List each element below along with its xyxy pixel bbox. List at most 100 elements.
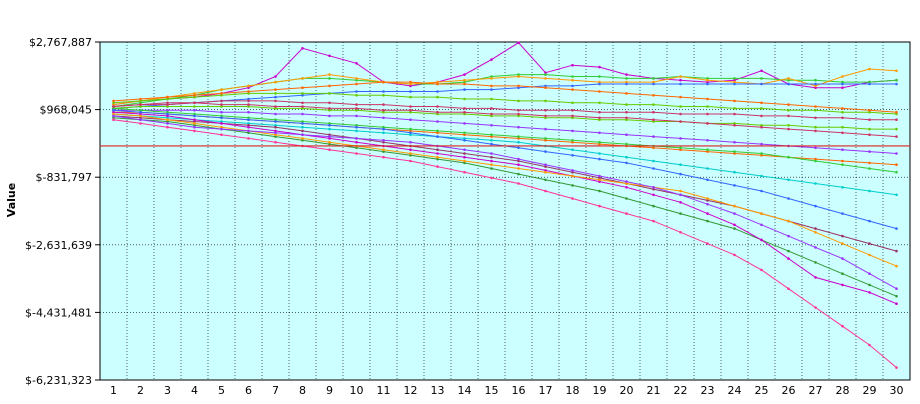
data-point — [220, 114, 223, 118]
data-point — [571, 78, 574, 82]
data-point — [328, 54, 331, 58]
data-point — [409, 133, 412, 136]
series-line — [112, 101, 898, 138]
data-point — [193, 124, 196, 127]
data-point — [868, 80, 871, 84]
series-line — [112, 114, 898, 291]
y-tick-label: $2,767,887 — [29, 36, 92, 49]
data-point — [382, 110, 385, 114]
data-point — [274, 133, 277, 136]
y-tick-label: $-6,231,323 — [25, 374, 92, 387]
data-point — [355, 109, 358, 112]
data-point — [571, 101, 574, 105]
data-point — [679, 212, 682, 215]
data-point — [652, 135, 655, 138]
data-point — [787, 234, 790, 238]
data-point — [274, 80, 277, 84]
data-point — [895, 170, 898, 174]
data-point — [895, 249, 898, 253]
data-point — [652, 77, 655, 80]
data-point — [274, 131, 277, 135]
data-point — [706, 199, 709, 202]
data-point — [301, 107, 304, 110]
data-point — [328, 142, 331, 146]
x-tick-label: 20 — [620, 384, 634, 397]
data-point — [274, 112, 277, 116]
data-point — [247, 122, 250, 125]
data-point — [625, 80, 628, 84]
data-point — [706, 212, 709, 215]
data-point — [625, 155, 628, 159]
data-point — [463, 88, 466, 91]
data-point — [247, 103, 250, 106]
data-point — [868, 133, 871, 136]
data-point — [733, 152, 736, 155]
x-tick-label: 22 — [674, 384, 688, 397]
data-point — [409, 84, 412, 88]
series-path — [113, 83, 897, 109]
data-point — [652, 82, 655, 86]
data-point — [409, 110, 412, 114]
x-tick-label: 30 — [890, 384, 904, 397]
data-point — [112, 105, 115, 108]
data-point — [895, 264, 898, 268]
data-point — [814, 157, 817, 161]
series-path — [113, 68, 897, 106]
data-point — [544, 116, 547, 120]
data-point — [409, 109, 412, 112]
data-point — [571, 75, 574, 78]
data-point — [328, 133, 331, 136]
data-point — [112, 118, 115, 121]
data-point — [706, 77, 709, 80]
data-point — [436, 135, 439, 138]
data-point — [544, 109, 547, 112]
data-point — [301, 129, 304, 133]
data-point — [166, 125, 169, 129]
data-point — [544, 150, 547, 153]
data-point — [274, 129, 277, 133]
data-point — [733, 124, 736, 127]
data-point — [679, 112, 682, 116]
series-line — [112, 107, 898, 174]
data-point — [625, 182, 628, 185]
data-point — [679, 148, 682, 151]
data-point — [841, 82, 844, 86]
data-point — [841, 283, 844, 287]
data-point — [814, 276, 817, 279]
data-point — [598, 80, 601, 84]
series-path — [113, 113, 897, 196]
data-point — [571, 109, 574, 112]
data-point — [706, 78, 709, 82]
data-point — [166, 110, 169, 114]
data-point — [409, 131, 412, 135]
data-point — [247, 97, 250, 101]
data-point — [274, 107, 277, 110]
x-tick-label: 13 — [431, 384, 445, 397]
data-point — [355, 140, 358, 144]
data-point — [733, 227, 736, 230]
data-point — [679, 95, 682, 99]
data-point — [760, 223, 763, 227]
data-point — [895, 193, 898, 197]
data-point — [463, 122, 466, 125]
data-point — [598, 116, 601, 120]
series-line — [112, 92, 898, 116]
data-point — [328, 140, 331, 144]
data-point — [571, 84, 574, 88]
data-point — [355, 62, 358, 65]
data-point — [490, 58, 493, 61]
data-point — [760, 82, 763, 86]
series-group — [112, 41, 898, 369]
data-point — [733, 184, 736, 187]
data-point — [247, 90, 250, 93]
series-path — [113, 107, 897, 173]
data-point — [382, 90, 385, 93]
data-point — [490, 97, 493, 101]
data-point — [895, 78, 898, 82]
data-point — [193, 118, 196, 121]
data-point — [274, 105, 277, 108]
data-point — [247, 118, 250, 121]
data-point — [733, 223, 736, 227]
data-point — [868, 242, 871, 245]
data-point — [328, 107, 331, 110]
